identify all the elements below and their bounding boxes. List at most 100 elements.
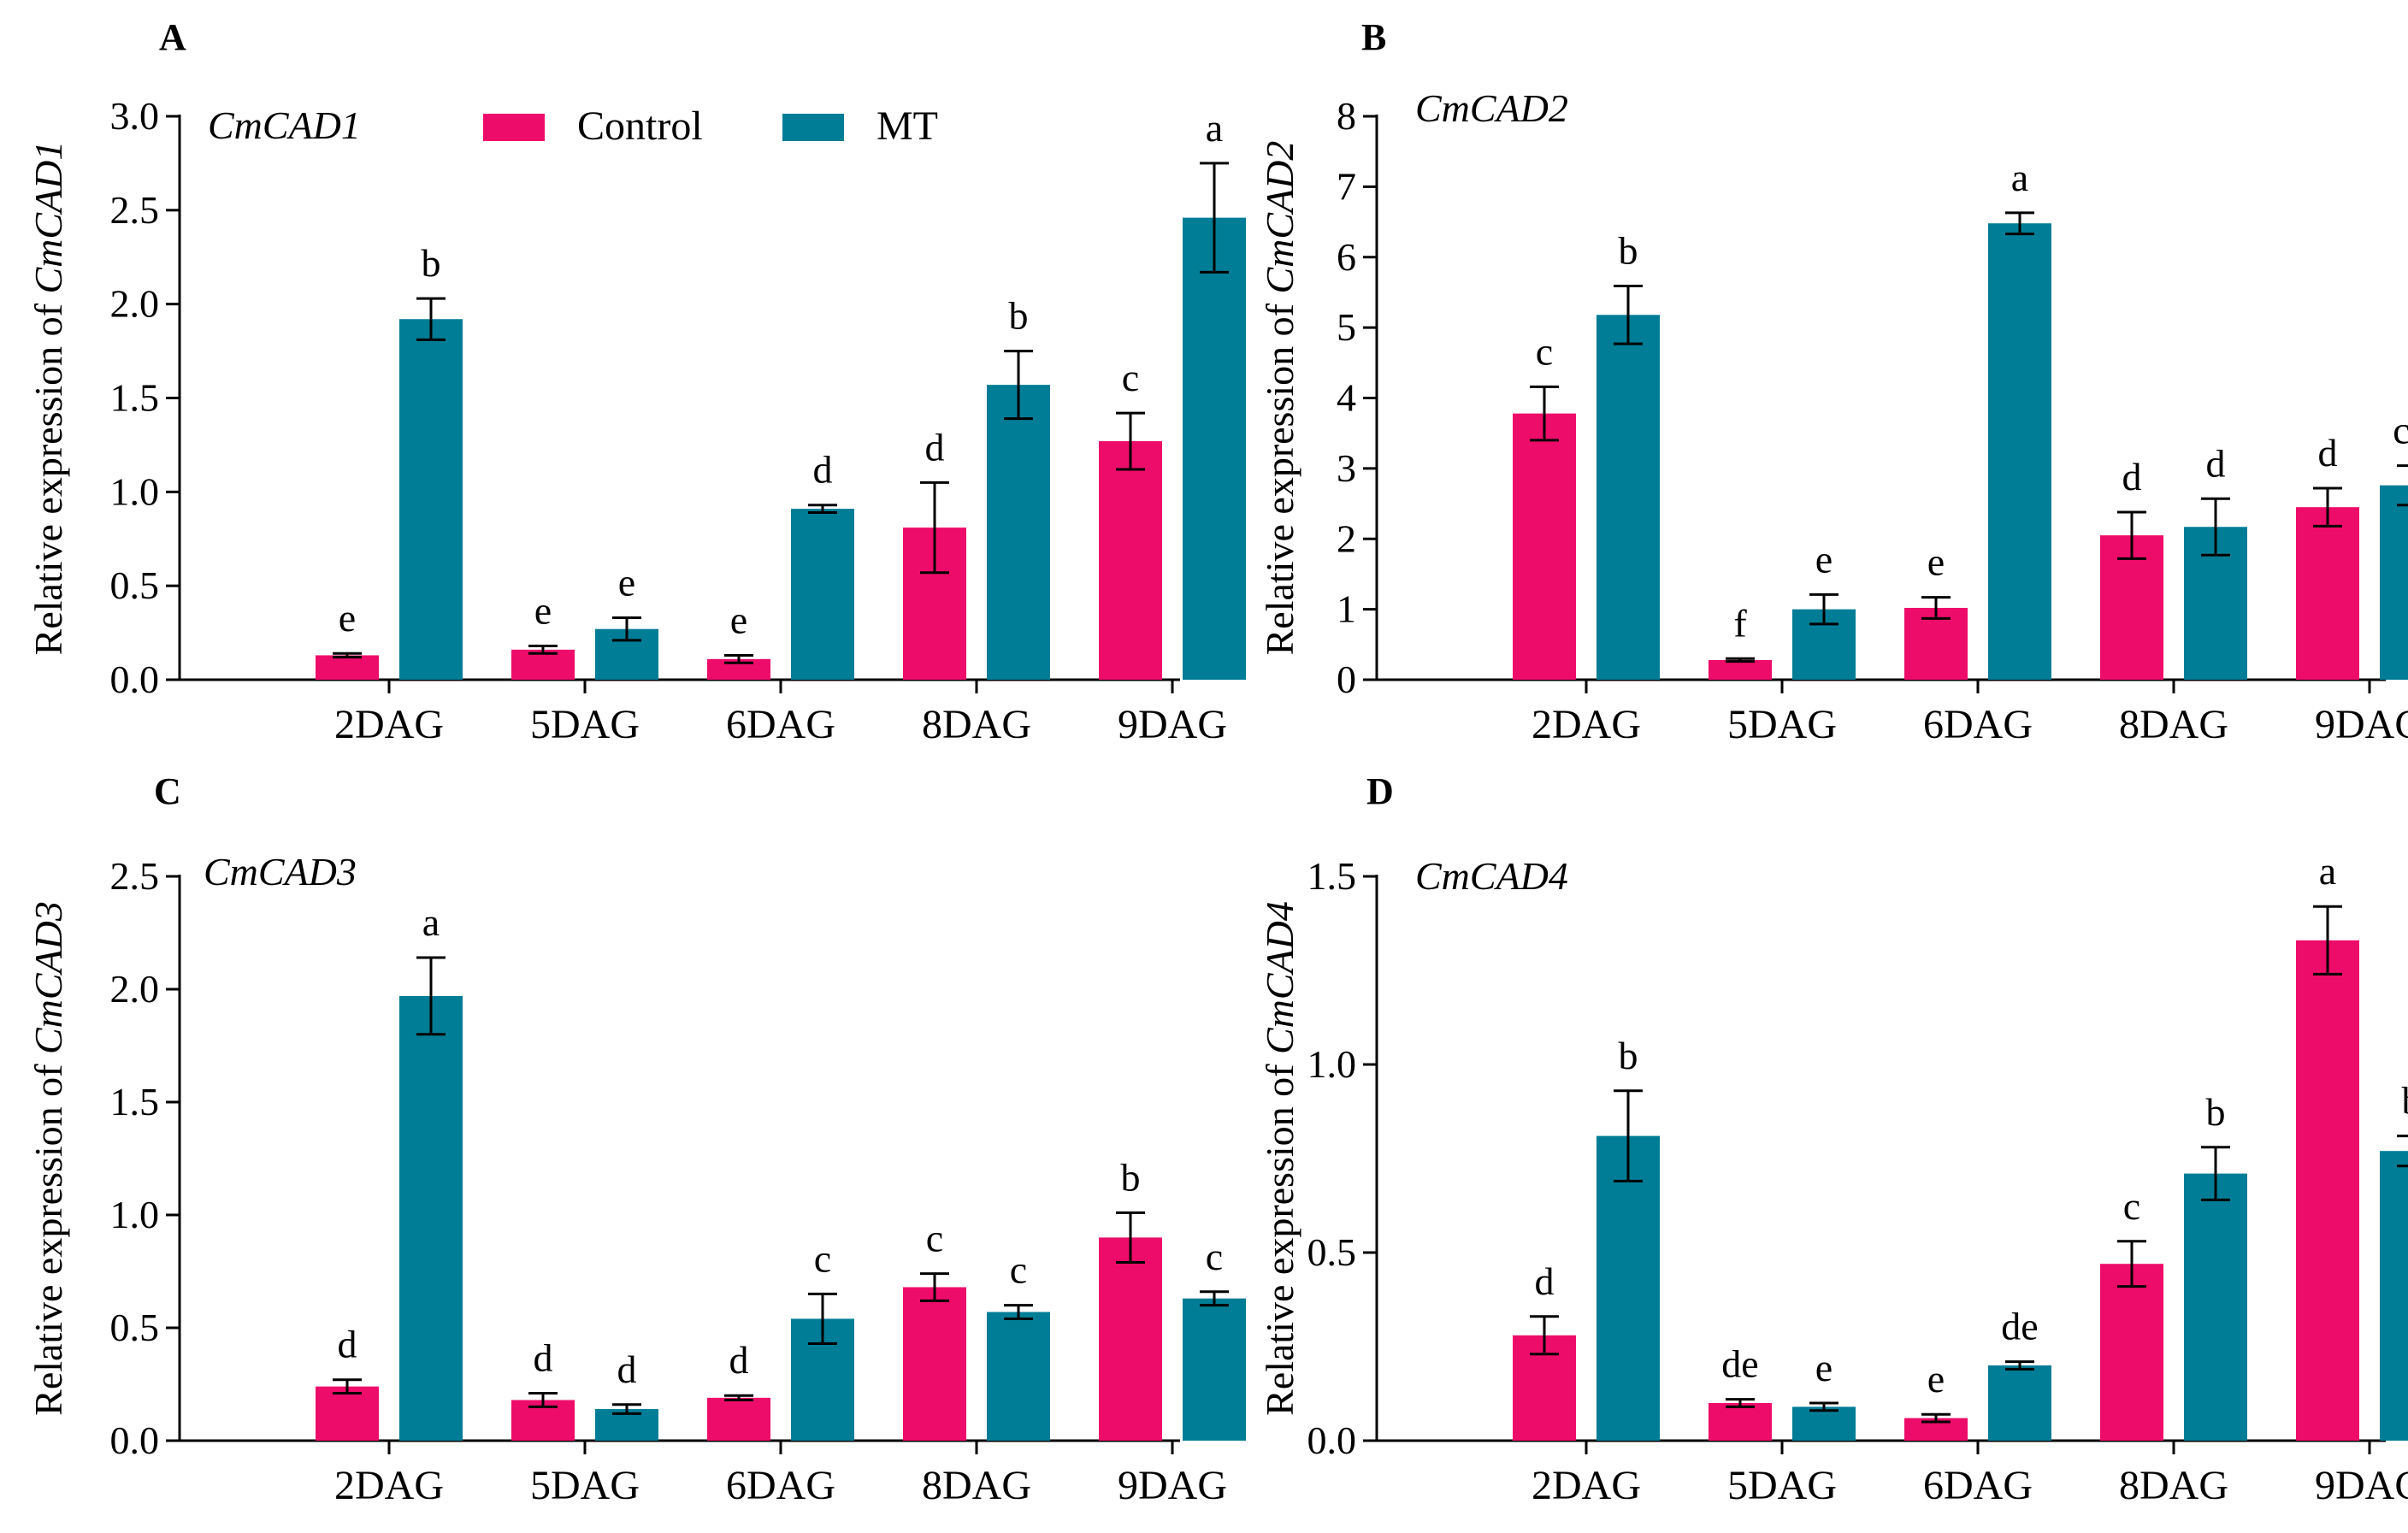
y-axis-label-prefix: Relative expression of (27, 294, 70, 656)
y-axis-label-prefix: Relative expression of (27, 1054, 70, 1416)
y-axis-label-gene: CmCAD3 (27, 901, 70, 1054)
significance-letter: d (617, 1347, 637, 1391)
bar-mt (399, 319, 463, 680)
gene-title-d: CmCAD4 (1415, 854, 1568, 898)
gene-title-c: CmCAD3 (204, 850, 357, 893)
y-axis-label-prefix: Relative expression of (1258, 294, 1301, 656)
y-tick-label: 1.0 (1307, 1042, 1357, 1086)
bar-control (1709, 1403, 1772, 1441)
x-tick-label: 6DAG (726, 1463, 835, 1508)
significance-letter: d (2122, 455, 2142, 498)
x-tick-label: 5DAG (1727, 1463, 1837, 1508)
y-tick-label: 1.5 (110, 1080, 160, 1123)
y-tick-label: 7 (1337, 164, 1356, 208)
y-tick-label: 0.0 (1307, 1418, 1357, 1462)
bar-mt (987, 385, 1050, 680)
bar-mt (1183, 1298, 1246, 1441)
x-tick-label: 9DAG (2315, 1463, 2408, 1508)
y-tick-label: 1.5 (1307, 854, 1357, 898)
y-tick-label: 1.5 (110, 376, 160, 420)
y-tick-label: 0.5 (110, 563, 160, 607)
bar-control (1904, 607, 1968, 680)
significance-letter: d (729, 1338, 749, 1382)
x-tick-label: 6DAG (1923, 1463, 2033, 1508)
y-tick-label: 0 (1337, 657, 1356, 701)
significance-letter: b (1619, 1034, 1638, 1077)
significance-letter: b (2402, 1079, 2408, 1123)
significance-letter: c (1536, 329, 1553, 373)
significance-letter: c (2123, 1184, 2140, 1228)
significance-letter: a (1206, 106, 1223, 150)
y-axis-label-gene: CmCAD1 (27, 141, 70, 294)
bar-mt (2380, 1151, 2408, 1441)
y-tick-label: 2.5 (110, 188, 160, 232)
y-tick-label: 4 (1337, 376, 1356, 420)
bar-mt (2380, 485, 2408, 680)
x-tick-label: 8DAG (922, 1463, 1031, 1508)
x-tick-label: 6DAG (1923, 702, 2033, 747)
panel-letter-b: B (1361, 16, 1386, 58)
y-tick-label: 1.0 (110, 1193, 160, 1236)
x-tick-label: 9DAG (1118, 1463, 1227, 1508)
y-tick-label: 3.0 (110, 94, 160, 138)
y-axis-label-c: Relative expression of CmCAD3 (27, 901, 70, 1416)
x-tick-label: 5DAG (530, 702, 640, 747)
x-tick-label: 2DAG (1532, 1463, 1641, 1508)
y-tick-label: 0.0 (110, 1418, 160, 1462)
bar-control (707, 1397, 770, 1441)
significance-letter: e (534, 588, 552, 632)
bar-mt (987, 1312, 1050, 1441)
significance-letter: c (926, 1217, 943, 1260)
significance-letter: a (2011, 156, 2028, 199)
x-tick-label: 9DAG (2315, 702, 2408, 747)
legend-swatch-mt (782, 114, 844, 141)
x-tick-label: 2DAG (334, 702, 444, 747)
legend: Control MT (483, 103, 938, 149)
significance-letter: e (730, 598, 747, 641)
significance-letter: b (1121, 1155, 1141, 1199)
x-tick-label: 2DAG (1532, 702, 1641, 747)
bar-control (1709, 659, 1772, 680)
bar-control (903, 1287, 966, 1441)
legend-label-mt: MT (876, 103, 938, 149)
bar-control (1513, 413, 1576, 680)
significance-letter: a (2319, 849, 2336, 893)
bar-mt (1988, 1365, 2051, 1441)
gene-title-b: CmCAD2 (1415, 86, 1568, 130)
bar-control (2296, 507, 2359, 680)
significance-letter: c (814, 1236, 831, 1280)
bar-mt (1596, 315, 1660, 680)
y-axis-label-d: Relative expression of CmCAD4 (1258, 901, 1301, 1416)
x-tick-label: 8DAG (2119, 1463, 2228, 1508)
bar-mt (791, 509, 854, 680)
y-axis-label-gene: CmCAD4 (1258, 901, 1301, 1054)
legend-label-control: Control (577, 103, 703, 149)
panel-letter-d: D (1366, 770, 1394, 812)
significance-letter: b (1009, 294, 1029, 338)
bar-control (2296, 940, 2359, 1441)
y-tick-label: 2 (1337, 516, 1356, 560)
significance-letter: d (2206, 441, 2226, 485)
significance-letter: c (1206, 1235, 1223, 1278)
y-tick-label: 3 (1337, 446, 1356, 490)
y-tick-label: 2.0 (110, 967, 160, 1011)
significance-letter: d (338, 1323, 357, 1366)
y-tick-label: 5 (1337, 305, 1356, 349)
significance-letter: b (2206, 1090, 2226, 1134)
significance-letter: d (2318, 431, 2338, 475)
bar-mt (1183, 217, 1246, 680)
y-tick-label: 2.5 (110, 854, 160, 898)
y-axis-label-prefix: Relative expression of (1258, 1054, 1301, 1416)
x-tick-label: 5DAG (530, 1463, 640, 1508)
y-axis-label-a: Relative expression of CmCAD1 (27, 141, 70, 656)
bar-control (1099, 1237, 1162, 1441)
significance-letter: d (1535, 1259, 1555, 1303)
y-axis-label-gene: CmCAD2 (1258, 141, 1301, 294)
x-tick-label: 9DAG (1118, 702, 1227, 747)
significance-letter: e (1815, 537, 1833, 581)
y-tick-label: 0.0 (110, 657, 160, 701)
bar-control (316, 655, 379, 680)
